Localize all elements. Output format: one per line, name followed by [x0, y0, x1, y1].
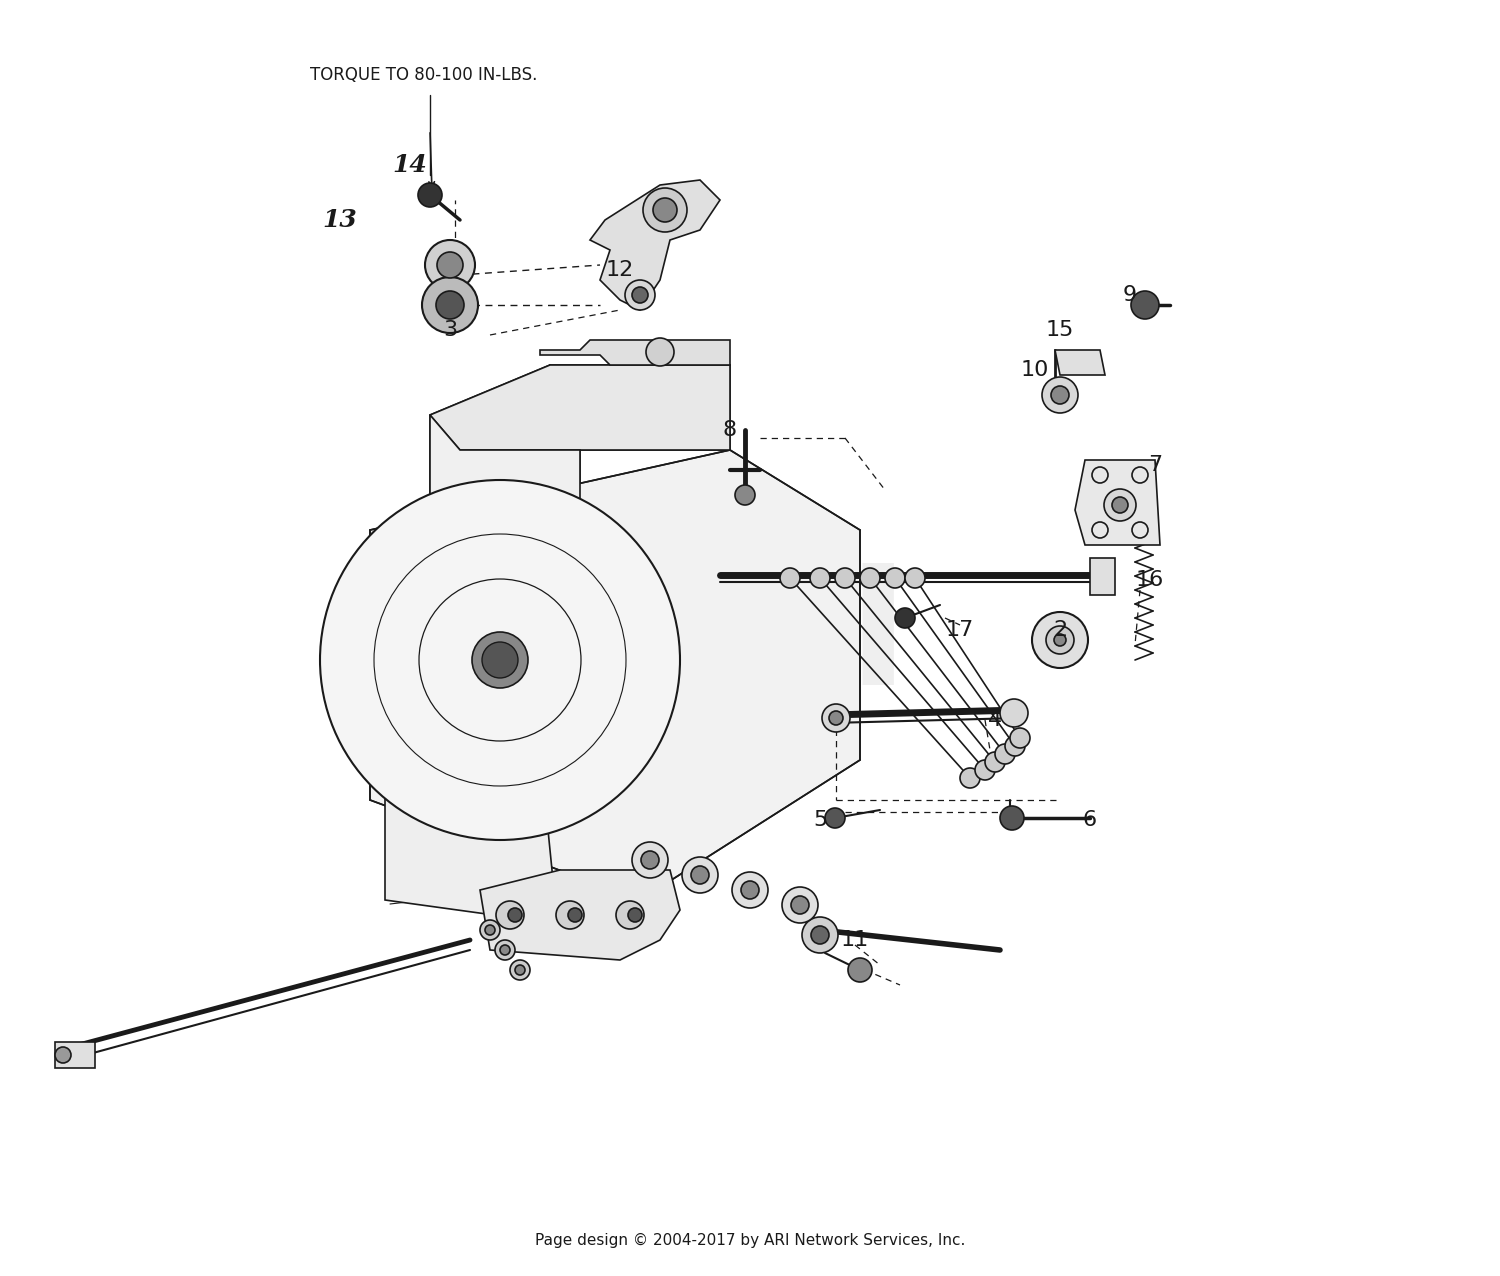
Circle shape — [904, 568, 926, 588]
Polygon shape — [480, 870, 680, 960]
Text: TORQUE TO 80-100 IN-LBS.: TORQUE TO 80-100 IN-LBS. — [310, 66, 537, 84]
Circle shape — [790, 896, 808, 914]
Circle shape — [320, 480, 680, 840]
Text: 12: 12 — [606, 260, 634, 279]
Circle shape — [802, 917, 838, 953]
Circle shape — [652, 198, 676, 222]
Circle shape — [825, 808, 844, 828]
Circle shape — [732, 872, 768, 909]
Polygon shape — [590, 180, 720, 310]
Text: 3: 3 — [442, 320, 458, 339]
Circle shape — [1042, 376, 1078, 413]
Text: 17: 17 — [946, 620, 974, 641]
Circle shape — [1046, 627, 1074, 655]
Circle shape — [741, 880, 759, 900]
Circle shape — [436, 251, 463, 278]
Circle shape — [780, 568, 800, 588]
Circle shape — [859, 568, 880, 588]
Text: 11: 11 — [842, 930, 868, 951]
Circle shape — [568, 909, 582, 923]
Text: 16: 16 — [1136, 570, 1164, 590]
Text: 10: 10 — [1022, 360, 1048, 380]
Circle shape — [1054, 634, 1066, 646]
Circle shape — [510, 960, 530, 980]
Circle shape — [496, 901, 523, 929]
Circle shape — [514, 965, 525, 975]
Circle shape — [812, 926, 830, 944]
Circle shape — [472, 632, 528, 688]
Polygon shape — [1076, 461, 1160, 545]
Polygon shape — [386, 660, 555, 920]
Circle shape — [822, 704, 850, 732]
Circle shape — [626, 279, 656, 310]
Circle shape — [1131, 291, 1160, 319]
Circle shape — [640, 851, 658, 869]
Circle shape — [782, 887, 818, 923]
Text: Page design © 2004-2017 by ARI Network Services, Inc.: Page design © 2004-2017 by ARI Network S… — [536, 1233, 964, 1248]
Circle shape — [509, 909, 522, 923]
Circle shape — [735, 485, 754, 505]
Circle shape — [1052, 387, 1070, 404]
Circle shape — [56, 1048, 70, 1063]
Circle shape — [1010, 729, 1031, 748]
Circle shape — [836, 568, 855, 588]
Circle shape — [1005, 736, 1025, 755]
Circle shape — [682, 857, 718, 893]
Circle shape — [960, 768, 980, 789]
Circle shape — [424, 240, 476, 290]
Circle shape — [632, 287, 648, 302]
Text: ARI: ARI — [591, 556, 909, 720]
Text: 6: 6 — [1083, 810, 1096, 829]
Circle shape — [1000, 699, 1028, 727]
Circle shape — [480, 920, 500, 940]
Circle shape — [994, 744, 1016, 764]
Polygon shape — [540, 339, 730, 365]
Polygon shape — [430, 365, 730, 450]
Text: 15: 15 — [1046, 320, 1074, 339]
Circle shape — [1104, 489, 1136, 521]
Text: 7: 7 — [1148, 456, 1162, 475]
Circle shape — [419, 182, 442, 207]
Polygon shape — [430, 415, 580, 530]
Polygon shape — [1054, 350, 1106, 375]
Circle shape — [1000, 806, 1024, 829]
Circle shape — [1032, 612, 1088, 669]
Circle shape — [632, 842, 668, 878]
Circle shape — [628, 909, 642, 923]
Circle shape — [495, 940, 514, 960]
Circle shape — [482, 642, 518, 678]
Circle shape — [1112, 496, 1128, 513]
Circle shape — [436, 291, 463, 319]
Circle shape — [616, 901, 644, 929]
Polygon shape — [56, 1042, 94, 1068]
Text: 13: 13 — [322, 208, 357, 232]
Circle shape — [810, 568, 830, 588]
Polygon shape — [370, 450, 860, 900]
Text: 5: 5 — [813, 810, 826, 829]
Circle shape — [975, 760, 994, 780]
Circle shape — [885, 568, 904, 588]
Circle shape — [556, 901, 584, 929]
Circle shape — [422, 277, 478, 333]
Circle shape — [646, 338, 674, 366]
Circle shape — [692, 866, 709, 884]
Circle shape — [986, 752, 1005, 772]
Polygon shape — [1090, 558, 1114, 595]
Polygon shape — [340, 500, 660, 820]
Circle shape — [500, 946, 510, 954]
Text: 2: 2 — [1053, 620, 1066, 641]
Text: 14: 14 — [393, 153, 427, 177]
Text: 8: 8 — [723, 420, 736, 440]
Circle shape — [484, 925, 495, 935]
Circle shape — [644, 188, 687, 232]
Text: 4: 4 — [988, 709, 1002, 730]
Circle shape — [830, 711, 843, 725]
Text: 9: 9 — [1124, 285, 1137, 305]
Circle shape — [847, 958, 871, 983]
Circle shape — [896, 607, 915, 628]
